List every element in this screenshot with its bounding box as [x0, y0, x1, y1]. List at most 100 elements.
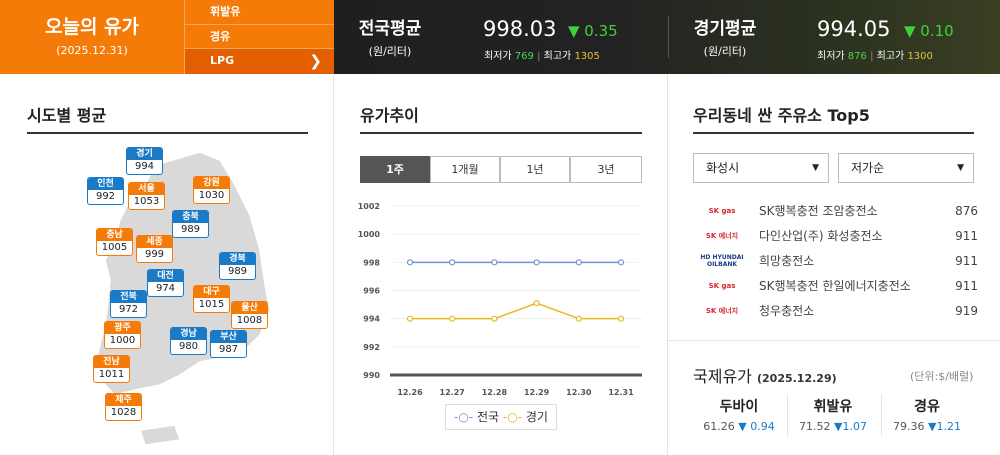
- intl-change: ▼ 0.94: [738, 420, 775, 433]
- brand-logo: SK gas: [708, 207, 736, 215]
- fuel-menu-gasoline[interactable]: 휘발유: [184, 0, 334, 25]
- intl-date: (2025.12.29): [756, 372, 837, 385]
- select-value: 화성시: [706, 161, 740, 175]
- region-label[interactable]: 제주 1028: [105, 393, 142, 421]
- region-label[interactable]: 세종 999: [136, 235, 173, 263]
- tab-1week[interactable]: 1주: [360, 156, 430, 183]
- today-date: (2025.12.31): [56, 44, 128, 57]
- x-tick-label: 12.30: [566, 388, 592, 397]
- intl-item: 경유 79.36 ▼1.21: [881, 396, 973, 433]
- region-name: 충남: [97, 229, 132, 241]
- region-label[interactable]: 부산 987: [210, 330, 247, 358]
- data-point: [491, 315, 498, 322]
- region-label[interactable]: 대구 1015: [193, 285, 230, 313]
- y-tick-label: 1000: [358, 230, 381, 239]
- data-point: [617, 259, 625, 266]
- region-label[interactable]: 경기 994: [126, 147, 163, 175]
- region-value: 1000: [109, 335, 136, 346]
- intl-item: 휘발유 71.52 ▼1.07: [787, 396, 879, 433]
- fuel-label: 경유: [210, 29, 231, 43]
- intl-change: ▼1.21: [928, 420, 961, 433]
- region-label[interactable]: 대전 974: [147, 269, 184, 297]
- station-price: 911: [955, 279, 978, 293]
- region-value: 974: [155, 283, 176, 294]
- region-name: 충북: [173, 211, 208, 223]
- intl-name: 경유: [914, 399, 940, 415]
- data-point: [406, 259, 414, 266]
- brand-logo: HD HYUNDAI OILBANK: [700, 254, 744, 268]
- station-row[interactable]: SK 에너지 청우충전소 919: [693, 299, 978, 323]
- intl-name: 두바이: [719, 399, 759, 415]
- intl-name: 휘발유: [813, 399, 853, 415]
- legend-label: 전국: [476, 410, 500, 424]
- station-row[interactable]: SK gas SK행복충전 한일에너지충전소 911: [693, 274, 978, 298]
- region-label[interactable]: 인천 992: [87, 177, 124, 205]
- region-label[interactable]: 충남 1005: [96, 228, 133, 256]
- national-price: 998.03: [483, 17, 557, 41]
- region-label[interactable]: 충북 989: [172, 210, 209, 238]
- region-value: 1008: [236, 315, 263, 326]
- fuel-menu-diesel[interactable]: 경유: [184, 24, 334, 50]
- station-price: 911: [955, 229, 978, 243]
- fuel-menu-lpg[interactable]: LPG ❯: [184, 49, 334, 74]
- station-price: 919: [955, 304, 978, 318]
- data-point: [449, 315, 456, 322]
- region-select[interactable]: 화성시 ▼: [693, 153, 829, 183]
- y-tick-label: 992: [363, 343, 380, 352]
- region-name: 대전: [148, 270, 183, 282]
- tab-3year[interactable]: 3년: [570, 156, 642, 183]
- divider: [668, 16, 669, 58]
- region-label[interactable]: 광주 1000: [104, 321, 141, 349]
- y-tick-label: 996: [363, 287, 380, 296]
- intl-title: 국제유가: [693, 367, 752, 386]
- station-row[interactable]: SK 에너지 다인산업(주) 화성충전소 911: [693, 224, 978, 248]
- min-label: 최저가: [484, 51, 512, 62]
- x-tick-label: 12.29: [524, 388, 550, 397]
- data-point: [533, 259, 540, 266]
- data-point: [575, 259, 582, 266]
- trend-chart: 990 992 994 996 998 1000 1002 12.26 12.27 12.28 12…: [358, 202, 642, 397]
- region-value: 994: [134, 161, 155, 172]
- region-name: 인천: [88, 178, 123, 190]
- top5-title: 우리동네 싼 주유소 Top5: [693, 106, 870, 125]
- trend-title: 유가추이: [360, 106, 419, 125]
- station-name: SK행복충전 한일에너지충전소: [759, 279, 911, 293]
- fuel-label: 휘발유: [210, 5, 241, 18]
- y-tick-label: 998: [363, 258, 380, 267]
- region-label[interactable]: 경남 980: [170, 327, 207, 355]
- intl-item: 두바이 61.26 ▼ 0.94: [693, 396, 785, 433]
- region-value: 980: [178, 341, 199, 352]
- region-label[interactable]: 전남 1011: [93, 355, 130, 383]
- region-value: 987: [218, 344, 239, 355]
- region-label[interactable]: 강원 1030: [193, 176, 230, 204]
- sort-select[interactable]: 저가순 ▼: [838, 153, 974, 183]
- region-value: 972: [118, 304, 139, 315]
- intl-header: 국제유가 (2025.12.29): [693, 363, 837, 387]
- region-label[interactable]: 서울 1053: [128, 182, 165, 210]
- region-label[interactable]: 울산 1008: [231, 301, 268, 329]
- region-name: 전북: [111, 291, 146, 303]
- station-row[interactable]: HD HYUNDAI OILBANK 희망충전소 911: [693, 249, 978, 273]
- today-price-box: 오늘의 유가 (2025.12.31): [0, 0, 184, 74]
- tab-1year[interactable]: 1년: [500, 156, 570, 183]
- gyeonggi-title: 경기평균: [693, 19, 757, 39]
- tab-1month[interactable]: 1개월: [430, 156, 500, 183]
- station-row[interactable]: SK gas SK행복충전 조암충전소 876: [693, 199, 978, 223]
- max-value: 1300: [907, 51, 933, 62]
- station-name: 다인산업(주) 화성충전소: [759, 229, 883, 243]
- min-label: 최저가: [817, 51, 845, 62]
- y-tick-label: 1002: [358, 202, 380, 211]
- divider: [881, 394, 882, 436]
- region-name: 경북: [220, 253, 255, 265]
- region-label[interactable]: 전북 972: [110, 290, 147, 318]
- region-value: 1028: [110, 407, 137, 418]
- max-label: 최고가: [543, 51, 572, 62]
- region-name: 전남: [94, 356, 129, 368]
- data-point: [533, 300, 540, 307]
- region-label[interactable]: 경북 989: [219, 252, 256, 280]
- legend-marker-icon: -○-: [502, 410, 523, 424]
- national-avg: 전국평균 (원/리터): [355, 14, 425, 59]
- brand-logo: SK 에너지: [705, 232, 739, 240]
- data-point: [575, 315, 582, 322]
- region-value: 1011: [98, 369, 125, 380]
